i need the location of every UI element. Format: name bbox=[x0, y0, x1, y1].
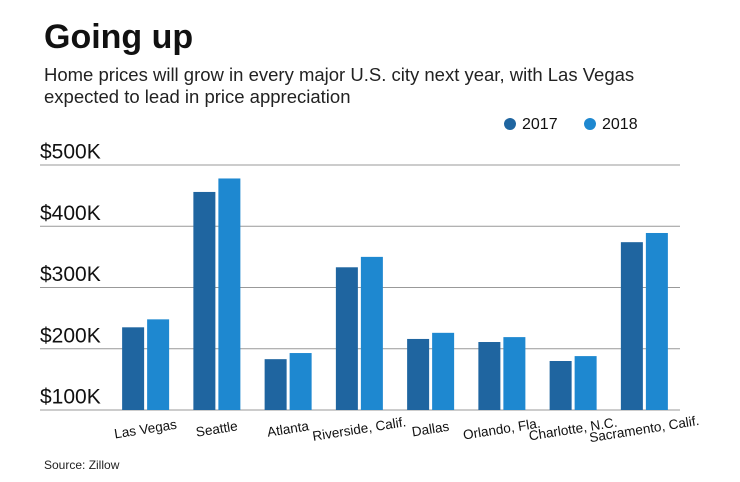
x-tick-label: Riverside, Calif. bbox=[311, 414, 407, 444]
bar bbox=[478, 342, 501, 410]
bar bbox=[407, 338, 430, 410]
bar bbox=[289, 353, 312, 410]
bar bbox=[218, 178, 241, 410]
x-tick-label: Seattle bbox=[195, 418, 239, 439]
bar bbox=[620, 242, 643, 410]
bar bbox=[503, 337, 526, 410]
x-tick-label: Dallas bbox=[411, 419, 451, 440]
y-tick-label: $500K bbox=[40, 141, 101, 164]
bar bbox=[645, 232, 668, 410]
legend-swatch bbox=[504, 118, 516, 130]
bar bbox=[432, 332, 455, 410]
bar bbox=[193, 191, 216, 410]
bar bbox=[574, 356, 597, 410]
chart-title: Going up bbox=[44, 18, 194, 56]
y-tick-label: $100K bbox=[40, 386, 101, 409]
bar bbox=[360, 256, 383, 410]
legend-label: 2017 bbox=[522, 116, 558, 133]
bar bbox=[335, 267, 358, 410]
x-tick-label: Las Vegas bbox=[113, 417, 178, 442]
bar bbox=[147, 319, 170, 410]
chart-subtitle: Home prices will grow in every major U.S… bbox=[44, 64, 635, 107]
x-tick-label: Atlanta bbox=[266, 418, 310, 439]
legend-label: 2018 bbox=[602, 116, 638, 133]
source-note: Source: Zillow bbox=[44, 458, 120, 472]
y-tick-label: $300K bbox=[40, 263, 101, 286]
bar bbox=[264, 359, 287, 410]
bar bbox=[122, 327, 145, 410]
y-tick-label: $400K bbox=[40, 202, 101, 225]
bar bbox=[549, 361, 572, 410]
legend-swatch bbox=[584, 118, 596, 130]
y-tick-label: $200K bbox=[40, 324, 101, 347]
